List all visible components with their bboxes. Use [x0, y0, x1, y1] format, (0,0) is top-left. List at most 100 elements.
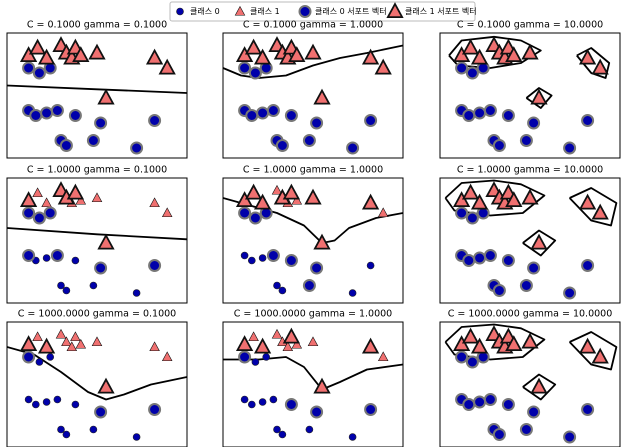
point [89, 281, 98, 290]
support-vector-point [591, 58, 609, 75]
support-vector-point [527, 261, 541, 275]
support-vector-point [94, 405, 108, 419]
support-vector-point [86, 134, 100, 147]
point [291, 194, 303, 205]
support-vector-point [470, 193, 489, 210]
point [161, 207, 173, 218]
plot-area [444, 179, 618, 300]
point [53, 395, 62, 404]
support-vector-point [235, 46, 254, 63]
point [149, 341, 160, 352]
support-vector-point [364, 403, 378, 416]
plot-frame [6, 321, 188, 447]
plot-area [448, 35, 611, 155]
support-vector-point [248, 211, 262, 225]
subplot-title: C = 1000.0000 gamma = 1.0000 [234, 309, 392, 320]
point [57, 281, 65, 290]
support-vector-point [455, 206, 469, 220]
support-vector-point [462, 398, 476, 411]
support-vector-point [22, 350, 36, 364]
point [42, 254, 51, 262]
plot-frame [439, 177, 621, 304]
support-vector-point [505, 335, 523, 352]
support-vector-point [591, 347, 609, 364]
support-vector-point [591, 203, 609, 220]
support-vector-point [563, 430, 577, 444]
support-vector-point [473, 251, 487, 265]
support-vector-point [578, 48, 597, 65]
point [32, 187, 43, 198]
support-vector-point [505, 191, 523, 208]
support-vector-point [66, 183, 85, 200]
support-vector-point [530, 88, 548, 105]
point [258, 398, 267, 406]
support-vector-point [50, 104, 64, 117]
subplot-title: C = 1.0000 gamma = 10.0000 [457, 165, 603, 176]
support-vector-point [244, 183, 263, 200]
legend-marker [176, 7, 184, 16]
support-vector-point [501, 109, 515, 122]
support-vector-point [461, 38, 480, 55]
plot-area [7, 181, 187, 297]
plot-frame [222, 321, 404, 447]
support-vector-point [452, 191, 471, 208]
support-vector-point [94, 116, 108, 130]
support-vector-point [256, 106, 270, 120]
support-vector-point [148, 259, 162, 272]
support-vector-point [313, 233, 331, 250]
support-vector-point [253, 193, 272, 210]
support-vector-point [43, 206, 57, 220]
point [35, 358, 44, 366]
point [62, 286, 71, 295]
support-vector-point [461, 327, 480, 344]
legend-marker [298, 5, 312, 18]
support-vector-point [455, 350, 469, 364]
point [273, 281, 281, 290]
support-vector-point [473, 395, 487, 409]
support-vector-point [288, 46, 306, 63]
support-vector-point [310, 261, 324, 275]
point [61, 336, 72, 347]
point [273, 425, 281, 434]
subplot-title: C = 0.1000 gamma = 1.0000 [243, 20, 383, 31]
support-vector-point [304, 43, 322, 60]
point [377, 351, 389, 362]
support-vector-point [313, 88, 331, 105]
support-vector-point [310, 116, 324, 130]
support-vector-point [275, 139, 289, 152]
plot-area [7, 36, 187, 155]
support-vector-point [59, 139, 73, 152]
legend-marker [234, 5, 246, 16]
point [271, 184, 283, 195]
support-vector-point [304, 188, 322, 205]
plot-area [444, 323, 618, 444]
support-vector-point [519, 423, 533, 436]
support-vector-point [361, 193, 380, 210]
point [269, 395, 278, 404]
support-vector-point [302, 279, 316, 292]
support-vector-point [88, 43, 106, 60]
support-vector-point [483, 393, 497, 406]
support-vector-point [238, 61, 252, 75]
subplot-title: C = 1.0000 gamma = 1.0000 [243, 165, 383, 176]
support-vector-point [29, 109, 43, 122]
point [46, 353, 55, 361]
point [258, 254, 267, 262]
support-vector-point [452, 335, 471, 352]
point [282, 341, 294, 352]
point [71, 256, 80, 265]
support-vector-point [581, 114, 595, 127]
point [278, 286, 287, 295]
plot-frame [6, 32, 188, 159]
support-vector-point [530, 233, 548, 250]
point [41, 197, 52, 208]
support-vector-point [313, 377, 331, 394]
point [240, 395, 249, 404]
support-vector-point [19, 335, 38, 352]
support-vector-point [519, 279, 533, 292]
support-vector-point [97, 377, 115, 394]
support-vector-point [238, 206, 252, 220]
point [62, 430, 71, 439]
support-vector-point [483, 249, 497, 262]
support-vector-point [37, 48, 56, 65]
